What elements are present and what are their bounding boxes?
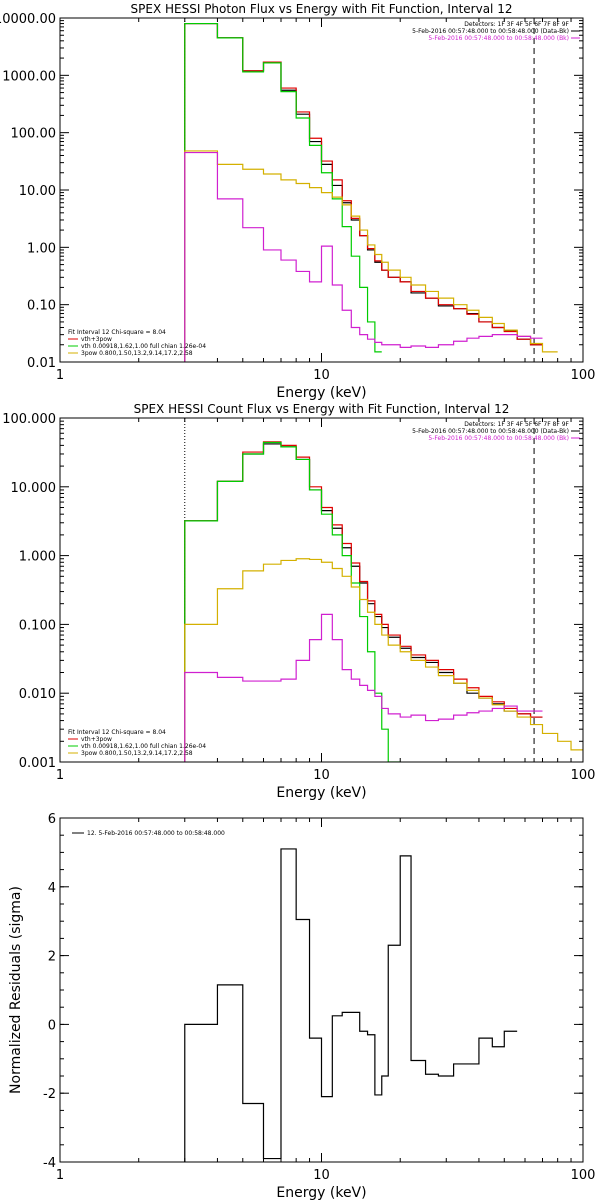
x-axis-label: Energy (keV) xyxy=(276,785,366,801)
chart-title: SPEX HESSI Photon Flux vs Energy with Fi… xyxy=(131,2,513,16)
legend-entry: vth+3pow xyxy=(81,336,112,343)
legend-entry: Fit Interval 12 Chi-square = 8.04 xyxy=(68,329,166,336)
legend-entry: vth 0.00918,1.62,1.00 full chian 1.26e-0… xyxy=(81,743,206,750)
legend-entry: vth 0.00918,1.62,1.00 full chian 1.26e-0… xyxy=(81,343,206,350)
legend-entry: 3pow 0.800,1.50,13.2,9.14,17.2,2.58 xyxy=(81,350,193,357)
y-tick-label: 10000.00 xyxy=(0,12,56,27)
x-tick-label: 100 xyxy=(571,1168,596,1183)
y-tick-label: 100.00 xyxy=(11,127,57,142)
y-tick-label: 10.00 xyxy=(19,184,56,199)
y-tick-label: 1000.00 xyxy=(2,69,56,84)
y-tick-label: 10.000 xyxy=(11,481,57,496)
y-tick-label: 0.100 xyxy=(19,618,56,633)
plot-frame xyxy=(59,417,584,763)
x-tick-label: 1 xyxy=(56,768,64,783)
y-tick-label: 0.10 xyxy=(27,299,56,314)
header-line: 5-Feb-2016 00:57:48.000 to 00:58:48.000 … xyxy=(428,435,569,442)
series-line xyxy=(184,443,543,762)
y-tick-label: 100.000 xyxy=(2,412,56,427)
header-line: 5-Feb-2016 00:57:48.000 to 00:58:48.000 … xyxy=(428,35,569,42)
y-tick-label: 2 xyxy=(48,950,56,965)
plot-frame xyxy=(59,817,584,1163)
y-tick-label: -2 xyxy=(43,1087,56,1102)
x-tick-label: 1 xyxy=(56,1168,64,1183)
x-tick-label: 100 xyxy=(571,368,596,383)
y-tick-label: 4 xyxy=(48,881,56,896)
legend-entry: vth+3pow xyxy=(81,736,112,743)
x-tick-label: 1 xyxy=(56,368,64,383)
y-tick-label: 0.010 xyxy=(19,687,56,702)
chart-title: SPEX HESSI Count Flux vs Energy with Fit… xyxy=(134,402,510,416)
header-line: Detectors: 1F 3F 4F 5F 6F 7F 8F 9F xyxy=(464,21,569,28)
y-tick-label: 0.01 xyxy=(27,356,56,371)
series-line xyxy=(184,150,558,362)
header-line: Detectors: 1F 3F 4F 5F 6F 7F 8F 9F xyxy=(464,421,569,428)
series-line xyxy=(184,22,543,362)
series-line xyxy=(184,613,543,762)
x-axis-label: Energy (keV) xyxy=(276,1185,366,1200)
y-axis-label: Normalized Residuals (sigma) xyxy=(8,886,24,1094)
series-line xyxy=(184,22,382,362)
plot-frame xyxy=(59,17,584,363)
legend-entry: Fit Interval 12 Chi-square = 8.04 xyxy=(68,729,166,736)
x-tick-label: 10 xyxy=(313,1168,330,1183)
series-line xyxy=(184,441,401,762)
x-axis-label: Energy (keV) xyxy=(276,385,366,401)
legend-entry: 3pow 0.800,1.50,13.2,9.14,17.2,2.58 xyxy=(81,750,193,757)
series-line xyxy=(184,558,583,762)
header-line: 5-Feb-2016 00:57:48.000 to 00:58:48.000 … xyxy=(412,28,569,35)
chart-1: SPEX HESSI Photon Flux vs Energy with Fi… xyxy=(0,2,595,401)
y-tick-label: 1.000 xyxy=(19,550,56,565)
chart-2: SPEX HESSI Count Flux vs Energy with Fit… xyxy=(2,402,595,801)
x-tick-label: 10 xyxy=(313,768,330,783)
series-line xyxy=(184,441,543,762)
y-tick-label: 6 xyxy=(48,812,56,827)
x-tick-label: 100 xyxy=(571,768,596,783)
series-line xyxy=(184,151,543,362)
y-tick-label: 0.001 xyxy=(19,756,56,771)
series-line xyxy=(184,22,543,362)
y-tick-label: 0 xyxy=(48,1018,56,1033)
header-line: 5-Feb-2016 00:57:48.000 to 00:58:48.000 … xyxy=(412,428,569,435)
y-tick-label: 1.00 xyxy=(27,241,56,256)
series-line xyxy=(184,848,518,1162)
x-tick-label: 10 xyxy=(313,368,330,383)
y-tick-label: -4 xyxy=(43,1156,56,1171)
chart-3: 1 10 100 -4 -2 0 2 4 6 Energy (keV) Normalized Res… xyxy=(8,812,595,1200)
legend-entry: 12. 5-Feb-2016 00:57:48.000 to 00:58:48.… xyxy=(87,830,225,837)
